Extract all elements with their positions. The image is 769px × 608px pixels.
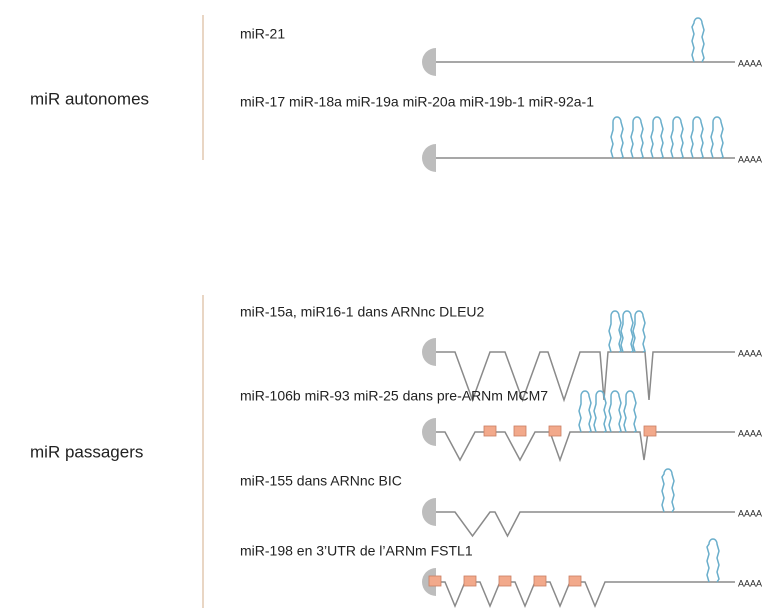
hairpin — [706, 538, 720, 583]
construct-label: miR-17 miR-18a miR-19a miR-20a miR-19b-1… — [240, 94, 594, 110]
construct-label: miR-155 dans ARNnc BIC — [240, 473, 402, 489]
section-label: miR autonomes — [30, 89, 149, 108]
hairpin — [578, 390, 592, 433]
construct-label: miR-15a, miR16-1 dans ARNnc DLEU2 — [240, 304, 485, 320]
exon-mirna — [533, 575, 547, 587]
hairpin — [670, 116, 684, 159]
cap — [422, 498, 436, 526]
exon-mirna — [498, 575, 512, 587]
exon-mirna — [513, 425, 527, 437]
hairpin — [710, 116, 724, 159]
polya-tail: AAAA — [738, 154, 762, 164]
hairpin — [623, 390, 637, 433]
hairpin — [632, 310, 646, 353]
transcript — [436, 511, 735, 538]
exon-mirna — [548, 425, 562, 437]
cap — [422, 144, 436, 172]
polya-tail: AAAA — [738, 428, 762, 438]
construct-label: miR-21 — [240, 26, 285, 42]
exon-mirna — [463, 575, 477, 587]
exon-mirna — [568, 575, 582, 587]
exon-mirna — [483, 425, 497, 437]
hairpin — [608, 390, 622, 433]
exon-mirna — [428, 575, 442, 587]
hairpin — [610, 116, 624, 159]
section-label: miR passagers — [30, 442, 143, 461]
transcript — [436, 351, 735, 403]
construct-label: miR-106b miR-93 miR-25 dans pre-ARNm MCM… — [240, 388, 548, 404]
cap — [422, 418, 436, 446]
transcript — [436, 431, 735, 463]
hairpin — [630, 116, 644, 159]
transcript — [436, 581, 735, 608]
exon-mirna — [643, 425, 657, 437]
polya-tail: AAAA — [738, 578, 762, 588]
polya-tail: AAAA — [738, 508, 762, 518]
hairpin — [650, 116, 664, 159]
hairpin — [593, 390, 607, 433]
cap — [422, 48, 436, 76]
polya-tail: AAAA — [738, 348, 762, 358]
construct-label: miR-198 en 3’UTR de l’ARNm FSTL1 — [240, 543, 473, 559]
polya-tail: AAAA — [738, 58, 762, 68]
hairpin — [620, 310, 634, 353]
hairpin — [691, 17, 705, 63]
hairpin — [661, 468, 675, 513]
hairpin — [608, 310, 622, 353]
hairpin — [690, 116, 704, 159]
cap — [422, 338, 436, 366]
